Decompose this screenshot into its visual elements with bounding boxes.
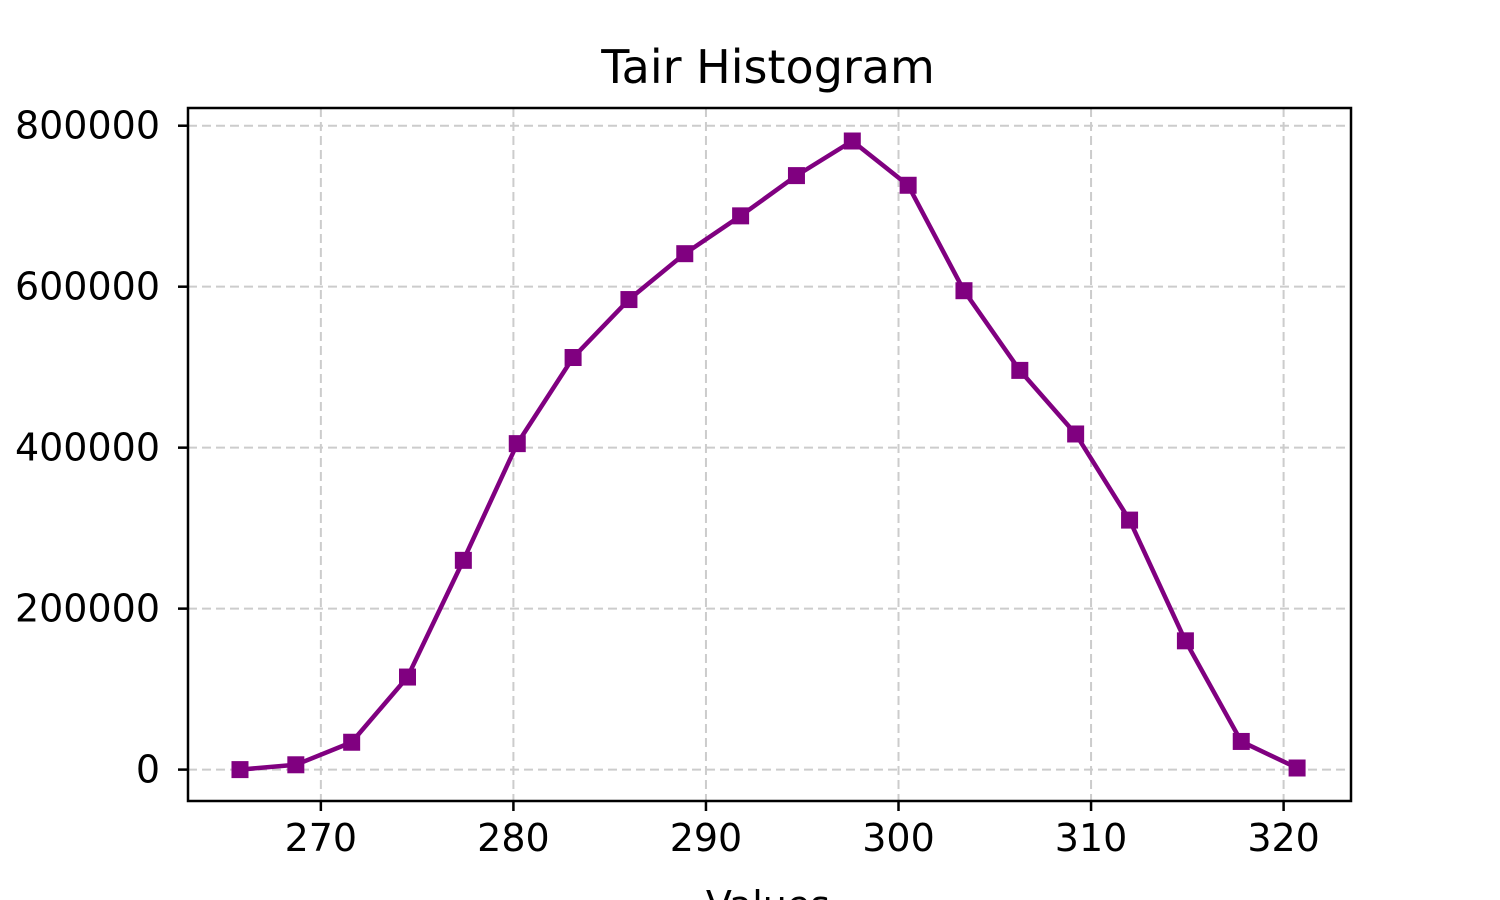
data-point-8 xyxy=(676,245,694,263)
y-tick-label-200000: 200000 xyxy=(15,587,160,631)
x-tick-label-270: 270 xyxy=(285,816,358,860)
series-line xyxy=(239,138,1299,772)
chart-title: Tair Histogram xyxy=(600,40,935,94)
data-point-4 xyxy=(454,551,472,569)
grid-lines xyxy=(188,108,1351,801)
y-tick-label-800000: 800000 xyxy=(15,104,160,148)
x-axis-label: Values xyxy=(706,883,830,900)
x-tick-label-290: 290 xyxy=(670,816,743,860)
data-point-16 xyxy=(1121,511,1139,529)
x-tick-label-320: 320 xyxy=(1247,816,1320,860)
data-point-1 xyxy=(287,756,305,774)
data-point-6 xyxy=(564,349,582,367)
y-tick-label-600000: 600000 xyxy=(15,265,160,309)
data-point-19 xyxy=(1288,759,1306,777)
data-point-12 xyxy=(899,176,917,194)
x-tick-label-280: 280 xyxy=(477,816,550,860)
data-point-13 xyxy=(955,282,973,300)
data-point-18 xyxy=(1232,732,1250,750)
data-point-7 xyxy=(620,291,638,309)
data-point-10 xyxy=(787,167,805,185)
plot-frame xyxy=(186,106,1353,803)
data-point-11 xyxy=(843,132,861,150)
y-tick-label-0: 0 xyxy=(136,748,160,792)
x-tick-label-310: 310 xyxy=(1055,816,1128,860)
data-point-3 xyxy=(399,668,417,686)
data-point-14 xyxy=(1011,361,1029,379)
data-point-9 xyxy=(732,207,750,225)
axes: 270 280 290 300 310 320 0 200000 400000 600000 800… xyxy=(15,104,1353,860)
data-series xyxy=(231,132,1306,779)
data-point-0 xyxy=(231,761,249,779)
data-point-5 xyxy=(508,435,526,453)
data-point-15 xyxy=(1067,425,1085,443)
y-tick-label-400000: 400000 xyxy=(15,426,160,470)
x-tick-label-300: 300 xyxy=(862,816,935,860)
data-point-17 xyxy=(1176,632,1194,650)
data-point-2 xyxy=(343,733,361,751)
